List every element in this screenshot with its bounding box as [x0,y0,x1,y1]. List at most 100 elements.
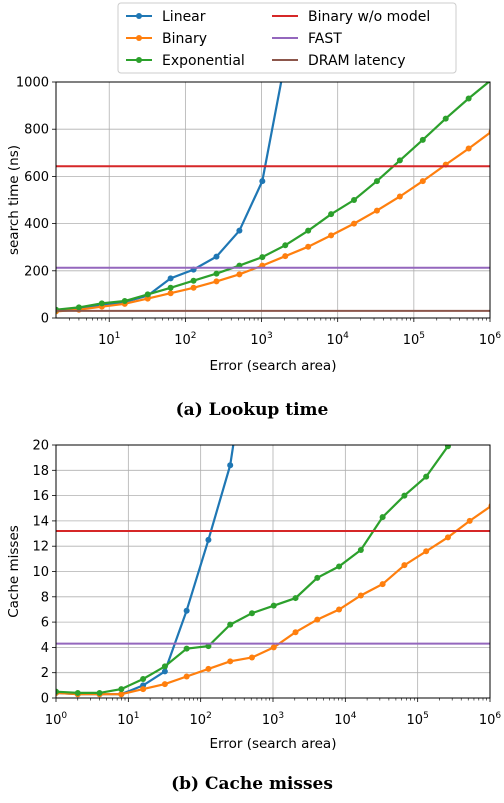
series-exponential-point [449,429,455,435]
y-tick-label: 4 [41,641,49,656]
series-binary-point [140,686,147,693]
legend-marker [136,57,142,63]
legend-item-linear: Linear [126,9,206,25]
x-tick-label: 104 [334,711,357,728]
series-binary-point [144,295,151,302]
chart-a-plot-area [56,82,490,315]
series-exponential-point [140,676,147,683]
x-tick-label: 100 [45,711,68,728]
y-tick-label: 0 [41,692,49,707]
series-exponential-point [442,115,449,122]
legend-label: Binary w/o model [308,9,430,25]
series-linear-point [161,668,168,675]
y-tick-label: 18 [32,464,49,479]
series-exponential-point [328,211,335,218]
series-linear-point [167,275,174,282]
series-binary-point [282,253,289,260]
series-exponential-point [336,563,343,570]
x-tick-label: 102 [190,711,212,728]
series-linear-point [213,253,220,260]
y-tick-label: 20 [32,439,49,454]
series-exponential-line [56,82,490,311]
series-binary-point [213,278,220,285]
series-exponential-point [292,595,299,602]
chart-b-y-axis-label: Cache misses [6,525,22,618]
series-exponential-point [98,300,105,307]
y-tick-label: 2 [41,666,49,681]
series-binary-point [248,654,255,661]
legend-label: DRAM latency [308,53,405,69]
series-binary-point [236,271,243,278]
series-binary-point [423,548,430,555]
series-binary-point [118,691,125,698]
series-linear-point [227,462,234,469]
x-tick-label: 105 [407,711,429,728]
y-tick-label: 200 [24,264,49,279]
series-binary-point [336,606,343,613]
legend-marker [136,13,142,19]
chart-a-y-axis-label: search time (ns) [6,145,22,255]
x-tick-label: 101 [98,331,120,348]
series-binary-point [183,673,190,680]
series-exponential-point [444,445,451,450]
series-exponential-point [373,178,380,185]
series-binary-point [419,178,426,185]
series-linear-point [205,536,212,543]
series-binary-point [488,129,490,135]
y-tick-label: 14 [32,514,49,529]
series-exponential-point [56,688,59,695]
series-linear-point [259,178,266,185]
series-exponential-point [259,254,266,261]
x-tick-label: 104 [327,331,350,348]
series-exponential-point [75,304,82,311]
series-binary-point [190,284,197,291]
x-tick-label: 103 [262,711,284,728]
y-tick-label: 1000 [16,76,49,91]
series-exponential-point [282,242,289,249]
chart-a-x-axis-label: Error (search area) [210,358,337,374]
series-exponential-point [190,277,197,284]
series-exponential-point [205,643,212,650]
series-exponential-point [167,284,174,291]
series-exponential-point [396,157,403,164]
series-binary-point [292,629,299,636]
series-exponential-point [314,574,321,581]
series-exponential-point [144,291,151,298]
series-exponential-point [118,686,125,693]
lookup-time-chart: 101 102 103 104 105 106 0 200 400 600 800 1000 Error… [6,76,502,375]
y-tick-label: 600 [24,170,49,185]
legend-label: Linear [162,9,206,25]
series-exponential-point [357,546,364,553]
caption-cache-misses: (b) Cache misses [171,774,333,794]
series-binary-point [357,592,364,599]
series-linear-point [232,429,238,435]
series-exponential-point [74,689,81,696]
y-tick-label: 0 [41,312,49,327]
series-binary-point [167,290,174,297]
legend-marker [136,35,142,41]
series-exponential-point [270,602,277,609]
series-binary-point [227,658,234,665]
series-exponential-point [96,689,103,696]
chart-b-plot-area [56,429,490,698]
y-tick-label: 800 [24,123,49,138]
chart-b-x-axis-label: Error (search area) [210,736,337,752]
series-binary-point [328,232,335,239]
legend-item-dram-latency: DRAM latency [272,53,405,69]
caption-lookup-time: (a) Lookup time [175,400,329,420]
legend: Linear Binary Exponential Binary w/o model F… [117,2,457,74]
legend-item-binary: Binary [126,31,207,47]
series-exponential-point [401,492,408,499]
legend-label: Exponential [162,53,245,69]
y-tick-label: 16 [32,489,49,504]
legend-label: FAST [308,31,342,47]
series-exponential-point [161,663,168,670]
series-binary-point [314,616,321,623]
series-exponential-point [213,270,220,277]
series-binary-point [488,503,490,509]
legend-label: Binary [162,31,207,47]
x-tick-label: 106 [479,331,502,348]
series-binary-point [305,243,312,250]
series-linear-point [236,227,243,234]
